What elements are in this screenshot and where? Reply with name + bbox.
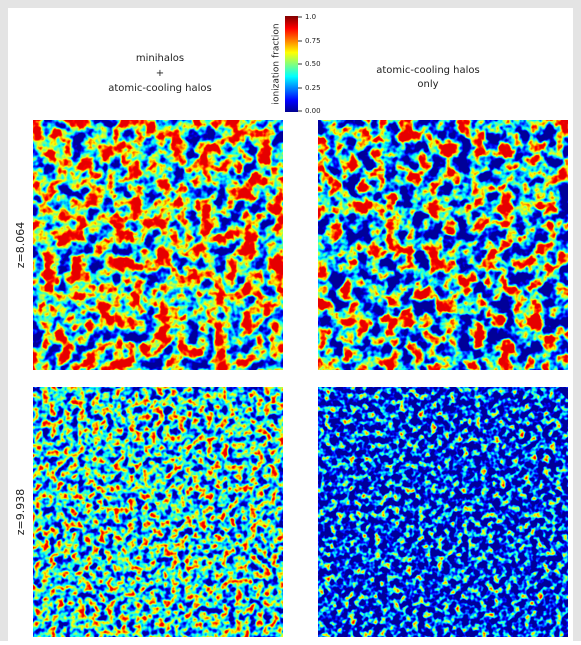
row-label: z=9.938	[14, 489, 27, 535]
colorbar-title: ionization fraction	[272, 23, 282, 104]
colorbar-tick-label: 0.50	[305, 60, 321, 68]
map-panel	[33, 120, 283, 370]
colorbar-tick-label: 1.0	[305, 13, 316, 21]
column-label: atomic-cooling halos	[108, 83, 212, 94]
map-panel	[318, 387, 568, 637]
column-label: atomic-cooling halos	[376, 65, 480, 76]
column-label: only	[417, 79, 438, 90]
map-panel	[318, 120, 568, 370]
column-label: +	[156, 68, 164, 79]
colorbar-tick-label: 0.25	[305, 84, 321, 92]
colorbar-tick-label: 0.00	[305, 107, 321, 115]
column-label: minihalos	[136, 53, 184, 64]
colorbar-ticks: 1.0 0.75 0.50 0.25 0.00	[298, 13, 321, 115]
map-panel	[33, 387, 283, 637]
row-label: z=8.064	[14, 222, 27, 268]
colorbar-tick-label: 0.75	[305, 37, 321, 45]
colorbar	[285, 16, 298, 112]
